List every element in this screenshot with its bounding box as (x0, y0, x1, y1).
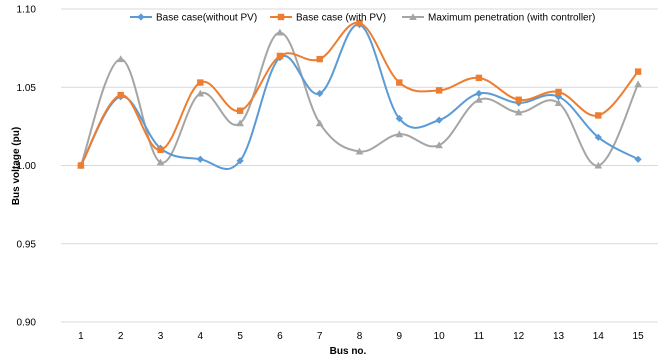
data-point (634, 68, 642, 75)
data-point (196, 89, 205, 97)
data-point (395, 130, 404, 138)
x-tick-label: 9 (397, 331, 403, 342)
x-tick-label: 14 (593, 331, 605, 342)
series-line (79, 31, 639, 167)
data-point (594, 133, 602, 141)
data-point (594, 161, 603, 169)
y-tick-label: 0.95 (17, 239, 37, 250)
data-point (396, 79, 403, 86)
data-point (236, 157, 244, 165)
data-point (316, 89, 324, 98)
data-point (634, 80, 642, 88)
data-point (514, 108, 523, 116)
data-point (395, 114, 403, 123)
data-point (77, 162, 85, 169)
data-point (435, 87, 443, 94)
y-axis-title: Bus voltage (pu) (11, 127, 22, 205)
data-point (634, 155, 642, 163)
x-tick-label: 11 (474, 331, 485, 342)
x-tick-label: 10 (434, 331, 446, 342)
x-tick-label: 13 (553, 331, 565, 342)
data-point (475, 89, 483, 98)
legend-label: Base case(without PV) (156, 13, 257, 24)
x-tick-label: 5 (237, 331, 243, 342)
series-group (77, 19, 642, 170)
data-point (555, 88, 562, 96)
y-tick-label: 0.90 (17, 318, 37, 329)
series-3 (77, 28, 642, 169)
data-point (157, 146, 164, 154)
data-point (316, 55, 323, 63)
x-tick-label: 3 (158, 331, 164, 342)
data-point (276, 52, 284, 60)
data-point (315, 119, 324, 127)
x-tick-label: 7 (317, 331, 323, 342)
data-point (554, 99, 563, 106)
x-tick-label: 15 (633, 331, 645, 342)
series-line (80, 22, 639, 166)
data-point (156, 158, 165, 166)
series-line (80, 23, 639, 170)
data-point (117, 91, 124, 99)
data-point (435, 141, 443, 149)
data-point (276, 28, 284, 36)
x-tick-label: 4 (198, 331, 204, 342)
x-tick-label: 6 (277, 331, 283, 342)
y-tick-labels: 0.90 0.95 1.00 1.05 1.10 (17, 5, 37, 329)
x-axis-title: Bus no. (330, 346, 367, 357)
legend-label: Base case (with PV) (296, 13, 386, 24)
data-point (116, 55, 125, 63)
data-point (554, 93, 563, 101)
data-point (236, 107, 244, 114)
x-tick-labels: 1 2 3 4 5 6 7 8 9 10 11 12 13 14 15 (78, 331, 644, 342)
data-point (475, 95, 483, 103)
x-tick-label: 1 (78, 331, 84, 342)
x-tick-label: 8 (357, 331, 363, 342)
x-tick-label: 12 (513, 331, 525, 342)
series-2 (77, 19, 642, 169)
legend-marker (277, 13, 285, 21)
data-point (475, 74, 483, 82)
y-tick-label: 1.00 (17, 161, 37, 172)
x-tick-label: 2 (118, 331, 124, 342)
grid-lines (61, 8, 658, 323)
legend-marker (409, 13, 417, 21)
data-point (515, 96, 522, 103)
data-point (236, 119, 244, 127)
data-point (196, 155, 204, 163)
legend-marker (137, 13, 145, 21)
data-point (356, 19, 363, 27)
data-point (595, 112, 602, 119)
legend: Base case(without PV) Base case (with PV)… (130, 13, 595, 24)
y-tick-label: 1.10 (17, 5, 37, 16)
y-tick-label: 1.05 (17, 83, 37, 94)
data-point (435, 116, 443, 124)
data-point (355, 147, 364, 155)
data-point (197, 79, 204, 86)
legend-label: Maximum penetration (with controller) (428, 13, 595, 24)
